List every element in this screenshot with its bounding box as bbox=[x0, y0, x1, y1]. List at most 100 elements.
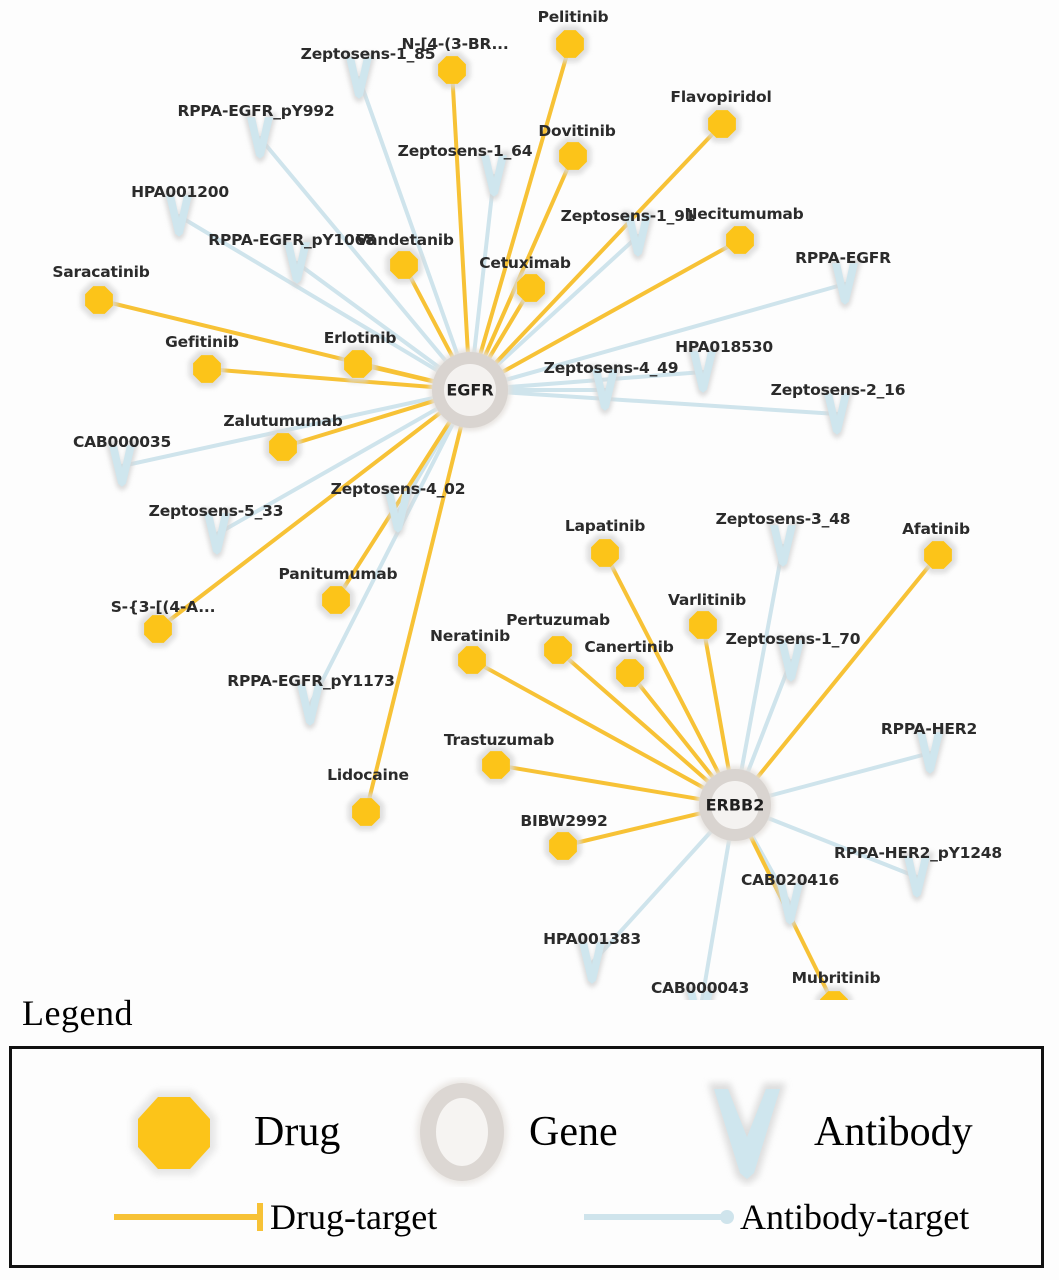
drug-target-edge[interactable] bbox=[603, 551, 722, 778]
drug-node[interactable] bbox=[339, 345, 377, 383]
drug-target-edge[interactable] bbox=[498, 238, 742, 376]
network-graph[interactable] bbox=[0, 0, 1059, 1000]
antibody-node[interactable] bbox=[820, 389, 854, 439]
gene-node-egfr[interactable] bbox=[429, 349, 511, 431]
antibody-target-edge[interactable] bbox=[177, 214, 443, 375]
antibody-target-edge[interactable] bbox=[744, 659, 793, 778]
legend-shape-row: Drug Gene Antibody bbox=[12, 1077, 1041, 1187]
drug-target-edge[interactable] bbox=[477, 42, 572, 359]
antibody-target-edge[interactable] bbox=[308, 418, 457, 707]
antibody-node[interactable] bbox=[575, 938, 609, 988]
legend-item-drug: Drug bbox=[112, 1077, 340, 1187]
gene-label: EGFR bbox=[446, 380, 494, 400]
antibody-glyph bbox=[904, 856, 930, 898]
drug-node[interactable] bbox=[919, 536, 957, 574]
antibody-node[interactable] bbox=[293, 680, 327, 730]
drug-glyph bbox=[438, 56, 466, 84]
drug-node[interactable] bbox=[139, 610, 177, 648]
drug-node[interactable] bbox=[433, 51, 471, 89]
antibody-node[interactable] bbox=[774, 636, 808, 686]
antibody-node[interactable] bbox=[766, 521, 800, 571]
drug-target-edge[interactable] bbox=[205, 367, 438, 390]
antibody-glyph bbox=[824, 393, 850, 435]
antibody-target-edge[interactable] bbox=[700, 834, 732, 1000]
drug-target-edge[interactable] bbox=[701, 623, 732, 775]
drug-node[interactable] bbox=[586, 534, 624, 572]
drug-node[interactable] bbox=[477, 746, 515, 784]
antibody-target-edge[interactable] bbox=[215, 404, 443, 536]
drug-node[interactable] bbox=[453, 641, 491, 679]
drug-node[interactable] bbox=[539, 631, 577, 669]
antibody-node[interactable] bbox=[913, 728, 947, 778]
antibody-target-edge[interactable] bbox=[738, 544, 785, 776]
drug-icon bbox=[132, 1091, 216, 1175]
drug-target-edge[interactable] bbox=[281, 398, 439, 449]
antibody-node[interactable] bbox=[588, 365, 622, 415]
drug-node[interactable] bbox=[385, 246, 423, 284]
antibody-target-edge[interactable] bbox=[501, 370, 705, 390]
antibody-glyph bbox=[778, 640, 804, 682]
antibody-node[interactable] bbox=[477, 151, 511, 201]
drug-target-edge[interactable] bbox=[628, 671, 717, 782]
antibody-node[interactable] bbox=[381, 487, 415, 537]
drug-node[interactable] bbox=[317, 581, 355, 619]
drug-target-edge[interactable] bbox=[492, 122, 724, 367]
antibody-target-edge[interactable] bbox=[493, 234, 640, 370]
drug-target-edge[interactable] bbox=[561, 810, 705, 848]
drug-node[interactable] bbox=[611, 654, 649, 692]
antibody-target-edge[interactable] bbox=[501, 390, 839, 416]
antibody-node[interactable] bbox=[773, 879, 807, 929]
drug-node[interactable] bbox=[721, 221, 759, 259]
antibody-target-edge[interactable] bbox=[471, 174, 496, 359]
drug-glyph bbox=[591, 539, 619, 567]
drug-target-edge[interactable] bbox=[156, 409, 445, 631]
drug-node[interactable] bbox=[80, 281, 118, 319]
drug-target-edge[interactable] bbox=[494, 763, 705, 802]
drug-node[interactable] bbox=[264, 428, 302, 466]
antibody-target-edge[interactable] bbox=[258, 136, 451, 366]
antibody-node[interactable] bbox=[342, 53, 376, 103]
gene-node-erbb2[interactable] bbox=[696, 766, 774, 844]
antibody-node[interactable] bbox=[828, 259, 862, 309]
antibody-target-edge[interactable] bbox=[763, 751, 932, 799]
antibody-glyph bbox=[687, 991, 713, 1000]
antibody-node[interactable] bbox=[683, 987, 717, 1000]
drug-target-edge[interactable] bbox=[753, 553, 940, 782]
legend-title: Legend bbox=[22, 993, 133, 1033]
antibody-target-edge[interactable] bbox=[500, 282, 847, 383]
drug-node[interactable] bbox=[551, 25, 589, 63]
drug-node[interactable] bbox=[347, 793, 385, 831]
antibody-node[interactable] bbox=[280, 238, 314, 288]
drug-target-edge[interactable] bbox=[482, 154, 575, 360]
drug-target-edge-icon bbox=[114, 1203, 263, 1231]
antibody-node[interactable] bbox=[162, 191, 196, 241]
antibody-node[interactable] bbox=[621, 211, 655, 261]
antibody-node[interactable] bbox=[900, 852, 934, 902]
antibody-node[interactable] bbox=[105, 441, 139, 491]
antibody-target-edge[interactable] bbox=[590, 826, 716, 965]
antibody-target-edge[interactable] bbox=[357, 76, 461, 360]
drug-node[interactable] bbox=[544, 827, 582, 865]
antibody-node[interactable] bbox=[200, 509, 234, 559]
drug-node[interactable] bbox=[188, 350, 226, 388]
drug-target-edge[interactable] bbox=[450, 68, 471, 358]
antibody-node[interactable] bbox=[686, 347, 720, 397]
legend-item-gene: Gene bbox=[407, 1077, 618, 1187]
antibody-glyph bbox=[247, 117, 273, 159]
antibody-glyph bbox=[625, 215, 651, 257]
antibody-glyph bbox=[481, 155, 507, 197]
drug-node[interactable] bbox=[703, 105, 741, 143]
antibody-node[interactable] bbox=[243, 113, 277, 163]
drug-glyph bbox=[193, 355, 221, 383]
drug-target-edge[interactable] bbox=[470, 658, 709, 792]
drug-node[interactable] bbox=[684, 606, 722, 644]
antibody-target-edge[interactable] bbox=[295, 261, 445, 372]
drug-target-edge[interactable] bbox=[556, 648, 713, 786]
drug-node[interactable] bbox=[512, 269, 550, 307]
antibody-target-edge[interactable] bbox=[762, 814, 919, 879]
drug-target-edge[interactable] bbox=[364, 421, 464, 814]
drug-node[interactable] bbox=[815, 986, 853, 1001]
drug-glyph bbox=[924, 541, 952, 569]
antibody-target-edge-icon bbox=[584, 1210, 734, 1224]
drug-node[interactable] bbox=[554, 137, 592, 175]
